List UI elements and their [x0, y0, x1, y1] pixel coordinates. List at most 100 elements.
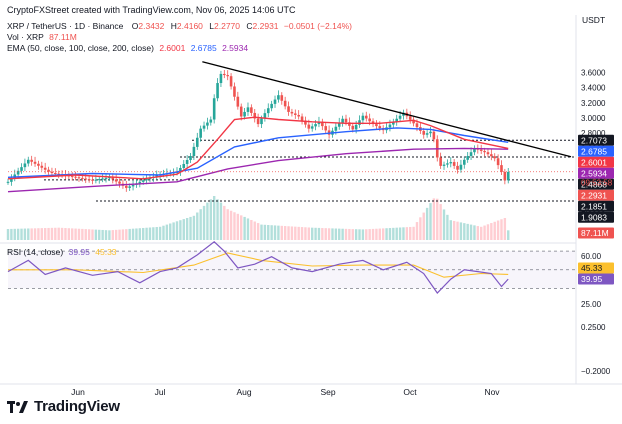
- candle-body: [223, 73, 226, 76]
- tag-rsi-bg: [578, 273, 614, 285]
- ema-50-line: [7, 116, 509, 180]
- y-tick-label: 3.6000: [581, 68, 606, 77]
- volume-bar: [267, 225, 270, 240]
- volume-bar: [365, 229, 368, 240]
- candle-body: [37, 163, 40, 166]
- legend-open: 2.3432: [138, 21, 165, 31]
- volume-bar: [446, 214, 449, 240]
- candle-body: [364, 115, 368, 119]
- legend-volume-label: Vol · XRP: [7, 32, 44, 42]
- candle-body: [145, 179, 148, 181]
- candle-body: [496, 158, 500, 166]
- candle-body: [503, 171, 507, 181]
- candle-body: [6, 181, 10, 183]
- volume-bar: [388, 228, 392, 240]
- volume-bar: [206, 202, 209, 240]
- volume-bar: [43, 228, 47, 240]
- volume-bar: [371, 228, 375, 240]
- candle-body: [368, 118, 371, 122]
- tradingview-logo: TradingView: [7, 398, 120, 415]
- candle-body: [20, 167, 23, 171]
- candle-body: [392, 121, 395, 125]
- volume-bar: [480, 226, 483, 240]
- candle-body: [483, 150, 486, 153]
- volume-bar: [486, 224, 490, 240]
- candle-body: [185, 159, 189, 164]
- candle-body: [84, 178, 88, 180]
- volume-bar: [496, 220, 500, 240]
- volume-bar: [114, 229, 118, 240]
- candle-body: [341, 118, 344, 123]
- volume-bar: [381, 228, 385, 240]
- volume-bar: [98, 229, 101, 240]
- volume-bar: [476, 226, 480, 240]
- candle-body: [47, 169, 50, 172]
- y-tick-label: 3.0000: [581, 114, 606, 123]
- legend-high: 2.4160: [176, 21, 203, 31]
- volume-bar: [47, 227, 50, 240]
- volume-bar: [409, 226, 412, 240]
- volume-bar: [277, 225, 280, 240]
- legend-close-label: C: [246, 21, 253, 31]
- candle-body: [263, 113, 267, 119]
- candle-body: [104, 177, 108, 179]
- candle-body: [43, 167, 47, 170]
- candle-body: [500, 165, 503, 172]
- volume-bar: [490, 223, 493, 240]
- candle-body: [118, 181, 121, 184]
- volume-bar: [466, 223, 469, 240]
- volume-bar: [449, 220, 452, 240]
- volume-bar: [436, 198, 439, 240]
- volume-bar: [13, 228, 16, 240]
- volume-bar: [405, 227, 409, 240]
- volume-bar: [507, 230, 510, 240]
- candle-body: [54, 173, 57, 175]
- tag-volume: 87.11M: [581, 228, 609, 238]
- candle-body: [378, 126, 382, 129]
- volume-bar: [37, 228, 40, 240]
- candle-body: [195, 137, 199, 147]
- volume-bar: [412, 226, 415, 240]
- volume-bar: [20, 228, 23, 240]
- volume-bar: [287, 226, 290, 240]
- candle-body: [277, 95, 280, 100]
- volume-bar: [142, 227, 145, 240]
- legend-volume: Vol · XRP 87.11M: [7, 32, 77, 42]
- candle-body: [233, 86, 236, 97]
- candle-body: [206, 122, 209, 126]
- candle-body: [334, 126, 338, 131]
- volume-bar: [334, 228, 338, 240]
- volume-bar: [354, 229, 358, 240]
- volume-bar: [145, 227, 148, 240]
- volume-bar: [398, 227, 402, 240]
- candle-body: [439, 157, 442, 166]
- volume-bar: [503, 218, 507, 240]
- volume-bar: [348, 228, 351, 240]
- candle-body: [30, 159, 33, 162]
- rsi-tick-neg-0-2: −0.2000: [581, 367, 611, 376]
- volume-bar: [179, 220, 182, 240]
- candle-body: [229, 76, 233, 87]
- x-tick-label: Sep: [320, 387, 335, 397]
- candle-body: [125, 185, 128, 188]
- candle-body: [239, 106, 243, 117]
- volume-bar: [81, 228, 84, 240]
- tag-ema-200-bg: [578, 167, 614, 179]
- volume-bar: [67, 228, 71, 240]
- volume-bar: [307, 227, 311, 240]
- tag-current-price-bg: [578, 189, 614, 201]
- volume-bar: [459, 222, 463, 240]
- volume-bar: [131, 228, 135, 240]
- volume-bar: [368, 229, 371, 240]
- volume-bar: [473, 225, 476, 240]
- volume-bar: [493, 221, 496, 240]
- candle-body: [33, 161, 37, 164]
- volume-bar: [250, 219, 253, 240]
- volume-bar: [253, 221, 256, 240]
- candle-body: [429, 131, 432, 134]
- candle-body: [287, 106, 290, 112]
- tag-level-2-7073-bg: [578, 134, 614, 146]
- candle-body: [425, 133, 429, 135]
- tradingview-wordmark: TradingView: [34, 398, 120, 415]
